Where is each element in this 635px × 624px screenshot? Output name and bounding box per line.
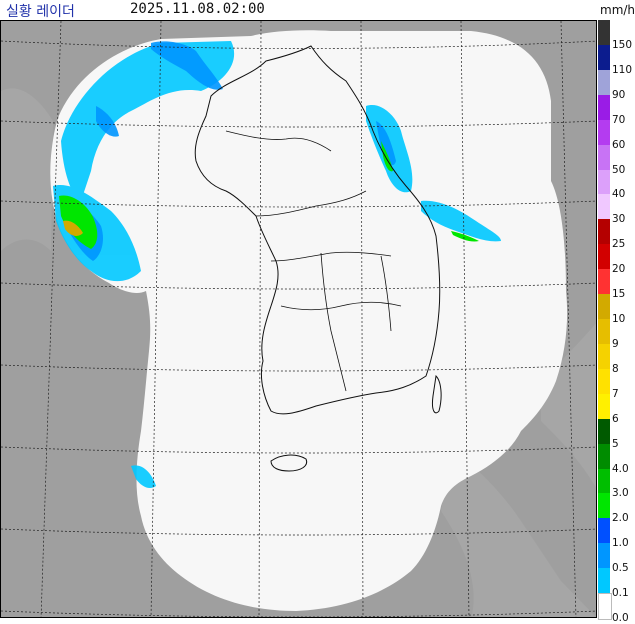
legend-label-12: 9 — [612, 337, 619, 350]
legend-label-4: 60 — [612, 138, 626, 151]
precip-core — [63, 220, 83, 236]
legend-label-3: 70 — [612, 113, 626, 126]
legend-label-21: 0.5 — [612, 562, 629, 575]
legend-swatch-13 — [598, 343, 610, 369]
legend-label-10: 15 — [612, 288, 626, 301]
legend-label-16: 5 — [612, 437, 619, 450]
legend-swatch-16 — [598, 418, 610, 444]
radar-map[interactable] — [0, 20, 597, 618]
observation-timestamp: 2025.11.08.02:00 — [130, 1, 265, 17]
legend-label-13: 8 — [612, 362, 619, 375]
legend-label-9: 20 — [612, 263, 626, 276]
legend-swatch-17 — [598, 443, 610, 469]
precip-legend: 150 110 90 70 60 50 40 30 25 20 15 10 9 8 7 6 5 4.0 3.0 2.0… — [598, 20, 635, 624]
legend-swatch-12 — [598, 319, 610, 344]
ulleung-ish-island — [432, 374, 442, 414]
legend-swatch-4 — [598, 119, 610, 145]
japan-honshu-land — [541, 323, 596, 488]
legend-label-22: 0.1 — [612, 587, 629, 600]
legend-label-8: 25 — [612, 238, 626, 251]
legend-swatch-20 — [598, 518, 610, 544]
radar-coverage-area — [50, 30, 568, 612]
legend-swatch-22 — [598, 568, 610, 594]
legend-label-18: 3.0 — [612, 487, 629, 500]
legend-swatch-15 — [598, 393, 610, 419]
legend-label-6: 40 — [612, 188, 626, 201]
legend-label-17: 4.0 — [612, 462, 629, 475]
legend-label-2: 90 — [612, 88, 626, 101]
legend-label-15: 6 — [612, 412, 619, 425]
legend-label-20: 1.0 — [612, 537, 629, 550]
legend-label-23: 0.0 — [612, 612, 629, 624]
legend-label-1: 110 — [612, 63, 633, 76]
legend-swatch-11 — [598, 294, 610, 320]
province-borders — [225, 130, 402, 392]
legend-label-0: 150 — [612, 38, 633, 51]
legend-swatch-8 — [598, 219, 610, 245]
legend-swatch-10 — [598, 269, 610, 295]
legend-swatch-0 — [598, 20, 610, 45]
legend-swatch-21 — [598, 543, 610, 569]
legend-label-7: 30 — [612, 213, 626, 226]
legend-swatch-9 — [598, 244, 610, 270]
legend-swatch-19 — [598, 493, 610, 519]
legend-swatch-6 — [598, 169, 610, 195]
legend-swatch-18 — [598, 468, 610, 494]
korea-coastline — [194, 45, 442, 472]
legend-label-19: 2.0 — [612, 512, 629, 525]
legend-swatch-14 — [598, 368, 610, 394]
legend-swatch-7 — [598, 194, 610, 220]
japan-kyushu-land — [441, 451, 596, 617]
radar-map-canvas — [1, 21, 596, 617]
legend-label-11: 10 — [612, 313, 626, 325]
jeju-island — [270, 454, 308, 472]
legend-swatch-1 — [598, 44, 610, 70]
legend-swatch-2 — [598, 69, 610, 95]
legend-swatch-3 — [598, 94, 610, 120]
china-coast-land — [1, 88, 53, 251]
legend-label-14: 7 — [612, 387, 619, 400]
grid-lines — [1, 21, 596, 617]
legend-unit: mm/h — [600, 3, 635, 17]
radar-title: 실황 레이더 — [6, 4, 75, 20]
legend-label-5: 50 — [612, 163, 626, 176]
legend-swatch-5 — [598, 144, 610, 170]
